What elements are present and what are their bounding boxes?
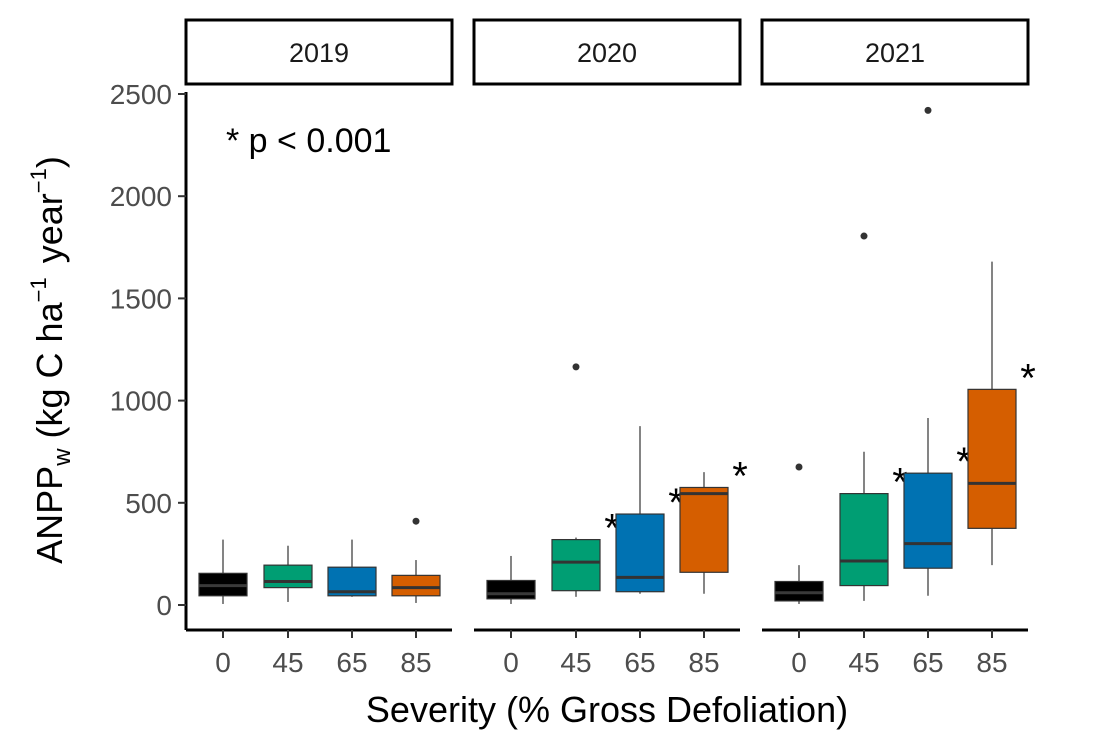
y-tick-label-1000: 1000	[110, 386, 172, 417]
x-tick-label-2019-0: 0	[215, 647, 231, 678]
box-body	[615, 513, 665, 593]
outlier-point	[795, 463, 803, 471]
x-tick-label-2019-45: 45	[272, 647, 303, 678]
y-axis-title-units-mid: year	[29, 193, 70, 273]
x-tick-label-2021-85: 85	[976, 647, 1007, 678]
outlier-point	[412, 517, 420, 525]
box-2021-85: *	[967, 261, 1036, 566]
facet-strip-2019	[184, 18, 454, 86]
box-2020-45: *	[551, 363, 620, 597]
y-tick-label-2500: 2500	[110, 79, 172, 110]
box-body	[551, 538, 601, 592]
box-body	[967, 388, 1017, 529]
facet-strip-label-2020: 2020	[577, 38, 637, 68]
panel-2019: 2019 0 45 65 85	[184, 18, 454, 678]
outlier-point	[860, 232, 868, 240]
box-2021-0	[774, 463, 824, 604]
outlier-point	[572, 363, 580, 371]
y-tick-label-1500: 1500	[110, 283, 172, 314]
y-axis-title-exponent-2: −1	[26, 168, 51, 193]
x-axis-title: Severity (% Gross Defoliation)	[366, 689, 848, 730]
x-tick-label-2020-0: 0	[503, 647, 519, 678]
x-tick-label-2019-65: 65	[336, 647, 367, 678]
box-2019-65	[327, 539, 377, 597]
x-tick-label-2019-85: 85	[400, 647, 431, 678]
box-body	[839, 493, 889, 587]
x-tick-label-2021-0: 0	[791, 647, 807, 678]
significance-annotation: * p < 0.001	[226, 122, 391, 160]
x-tick-label-2021-45: 45	[848, 647, 879, 678]
box-body	[263, 564, 313, 589]
box-2019-45	[263, 545, 313, 602]
box-body	[679, 486, 729, 573]
x-tick-label-2020-45: 45	[560, 647, 591, 678]
panel-2020: 2020 0 * 45 * 65 * 85	[472, 18, 748, 678]
box-2021-65: *	[903, 106, 972, 596]
y-axis-title-prefix: ANPP	[29, 466, 70, 564]
significance-star: *	[1020, 356, 1036, 400]
box-body	[391, 574, 441, 597]
y-axis-title-units-close: )	[29, 156, 70, 168]
x-tick-label-2020-85: 85	[688, 647, 719, 678]
box-2020-65: *	[615, 426, 684, 594]
facet-strip-label-2019: 2019	[289, 38, 349, 68]
outlier-point	[924, 106, 932, 114]
box-2019-0	[198, 539, 248, 604]
y-tick-label-2000: 2000	[110, 181, 172, 212]
box-body	[903, 472, 953, 569]
y-tick-label-0: 0	[156, 590, 172, 621]
y-axis-title-units-open: (kg C ha	[29, 301, 70, 438]
box-2019-85	[391, 517, 441, 603]
box-2020-0	[486, 555, 536, 604]
panel-2021: 2021 0 * 45 * 65 * 85	[760, 18, 1036, 678]
y-tick-label-500: 500	[125, 488, 172, 519]
significance-star: *	[732, 454, 748, 498]
facet-strip-2021	[760, 18, 1030, 86]
y-axis-title: ANPPw(kg C ha−1 year−1)	[26, 156, 76, 564]
box-body	[486, 579, 536, 600]
x-tick-label-2020-65: 65	[624, 647, 655, 678]
box-body	[774, 580, 824, 602]
facet-strip-2020	[472, 18, 742, 86]
plot-layer: 0 500 1000 1500 2000 2500 2019 0 45 65 85 2020 0 * 45 *…	[110, 18, 1036, 678]
facet-strip-label-2021: 2021	[865, 38, 925, 68]
x-tick-label-2021-65: 65	[912, 647, 943, 678]
y-axis-title-subscript: w	[49, 448, 76, 467]
box-2021-45: *	[839, 232, 908, 601]
box-2020-85: *	[679, 454, 748, 594]
y-axis-title-exponent-1: −1	[26, 277, 51, 302]
